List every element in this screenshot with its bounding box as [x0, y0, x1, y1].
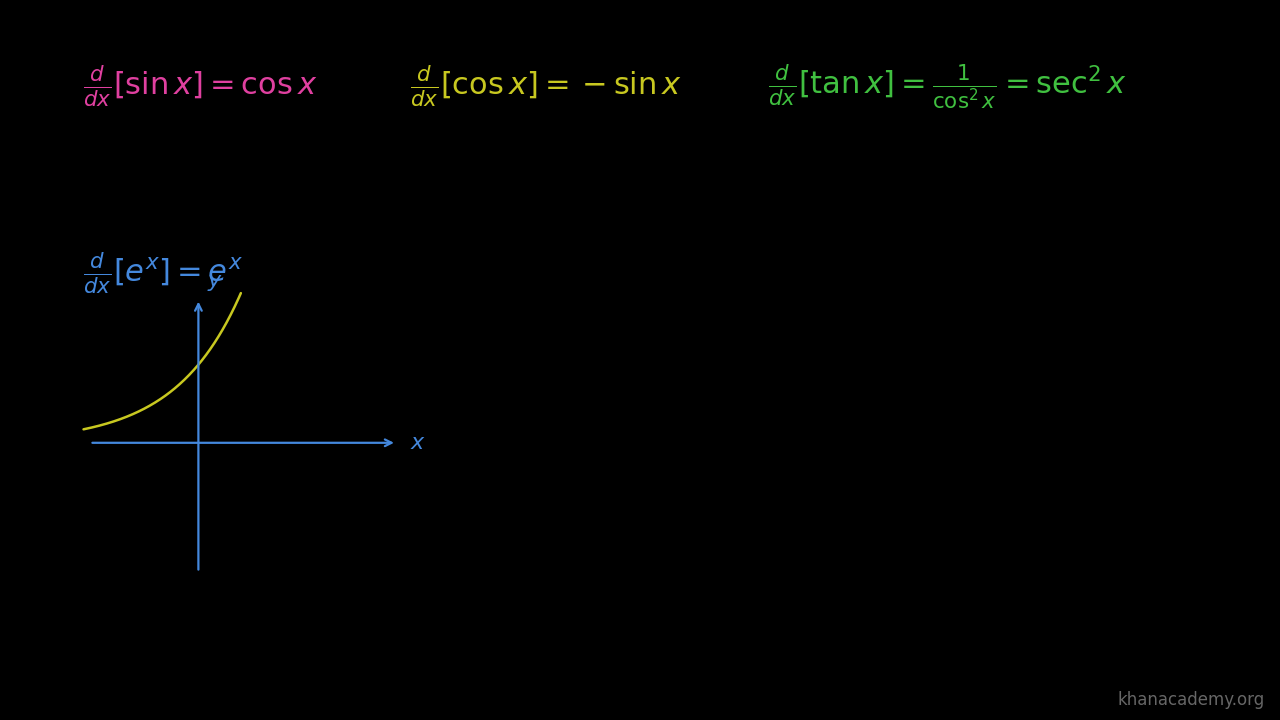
- Text: $x$: $x$: [410, 432, 425, 454]
- Text: $y$: $y$: [207, 271, 223, 293]
- Text: khanacademy.org: khanacademy.org: [1117, 691, 1265, 709]
- Text: $\frac{d}{dx}[\tan x] = \frac{1}{\cos^2 x} = \sec^2 x$: $\frac{d}{dx}[\tan x] = \frac{1}{\cos^2 …: [768, 62, 1128, 111]
- Text: $\frac{d}{dx}[\sin x] = \cos x$: $\frac{d}{dx}[\sin x] = \cos x$: [83, 63, 317, 109]
- Text: $\frac{d}{dx}[e^x] = e^x$: $\frac{d}{dx}[e^x] = e^x$: [83, 251, 243, 297]
- Text: $\frac{d}{dx}[\cos x] = -\sin x$: $\frac{d}{dx}[\cos x] = -\sin x$: [410, 63, 681, 109]
